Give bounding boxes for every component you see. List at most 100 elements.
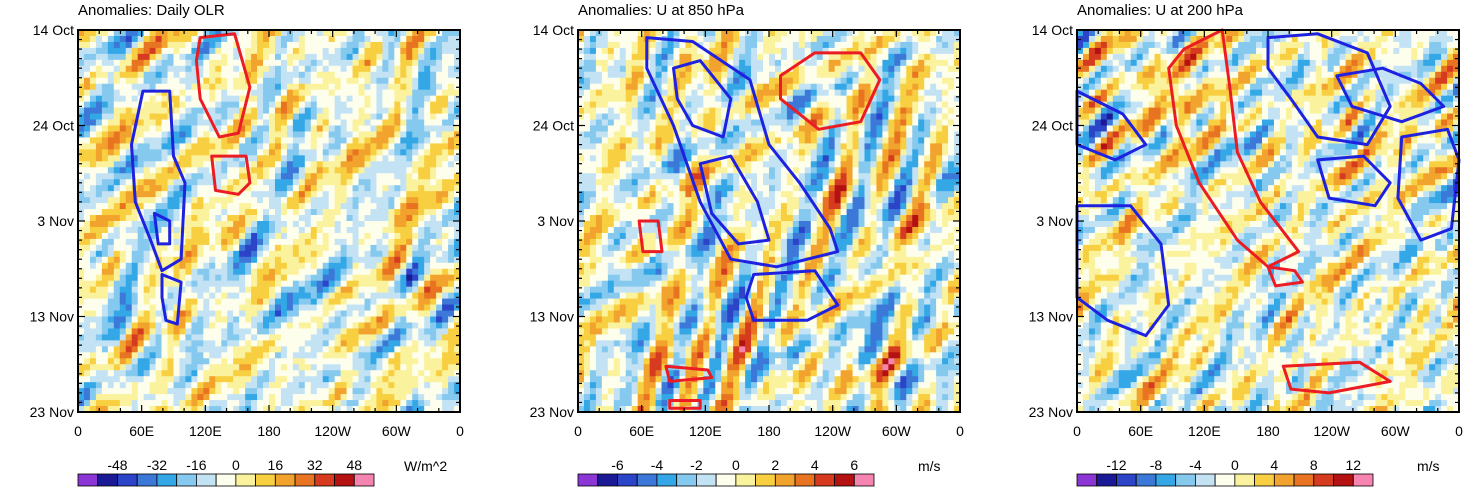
colorbar-swatch — [1155, 473, 1177, 487]
colorbar-label: 4 — [1270, 457, 1278, 473]
x-tick-label: 60W — [1381, 423, 1411, 439]
plot-area: 0 60E 120E 180 120W 60W 0 14 Oct 24 Oct 3 Nov 13 N… — [1029, 22, 1463, 439]
colorbar-swatch — [735, 473, 756, 487]
x-tick-label: 180 — [257, 423, 281, 439]
contour-positive — [210, 154, 252, 196]
x-tick-label: 0 — [74, 423, 82, 439]
colorbar-label: -12 — [1106, 457, 1126, 473]
colorbar-label: 48 — [346, 457, 362, 473]
panel-u850: Anomalies: U at 850 hPa 0 60E 120E 180 120W 6… — [530, 2, 964, 487]
colorbar-swatch — [353, 473, 375, 487]
colorbar-label: 0 — [232, 457, 240, 473]
colorbar-swatch — [1352, 473, 1374, 487]
x-tick-label: 60E — [1128, 423, 1153, 439]
colorbar-swatch — [1254, 473, 1275, 487]
panel-title: Anomalies: U at 850 hPa — [578, 2, 745, 19]
y-tick-label: 23 Nov — [530, 404, 574, 420]
colorbar-label: -6 — [611, 457, 624, 473]
colorbar-label: -48 — [107, 457, 127, 473]
x-tick-label: 60W — [382, 423, 412, 439]
colorbar-swatch — [1175, 473, 1196, 487]
colorbar-label: -32 — [147, 457, 167, 473]
y-tick-label: 24 Oct — [1032, 118, 1073, 134]
contour-positive — [637, 219, 664, 254]
contour-negative — [152, 211, 172, 246]
plot-area: 0 60E 120E 180 120W 60W 0 14 Oct 24 Oct 3 Nov 13 N… — [530, 22, 964, 439]
contour-negative — [744, 269, 840, 322]
contour-negative — [1075, 204, 1171, 338]
colorbar: -12 -8 -4 0 4 8 12 m/s — [1076, 457, 1440, 487]
y-tick-label: 24 Oct — [33, 118, 74, 134]
y-tick-label: 3 Nov — [537, 213, 574, 229]
colorbar-label: -4 — [651, 457, 664, 473]
x-tick-label: 120W — [1313, 423, 1350, 439]
colorbar-swatch — [814, 473, 835, 487]
colorbar-swatch — [255, 473, 276, 487]
colorbar-swatch — [1135, 473, 1157, 487]
colorbar-label: -8 — [1150, 457, 1163, 473]
y-tick-label: 3 Nov — [1036, 213, 1073, 229]
contour-positive — [194, 32, 252, 139]
x-tick-label: 180 — [1256, 423, 1280, 439]
contour-positive — [664, 364, 714, 383]
x-tick-label: 60W — [882, 423, 912, 439]
colorbar-units: m/s — [918, 458, 941, 474]
colorbar-swatch — [176, 473, 197, 487]
colorbar-swatch — [1214, 473, 1236, 487]
anomaly-field — [78, 30, 461, 413]
x-tick-label: 0 — [1073, 423, 1081, 439]
contour-negative — [698, 154, 771, 246]
plot-area: 0 60E 120E 180 120W 60W 0 14 Oct 24 Oct 3 Nov 13 N… — [30, 22, 464, 439]
x-tick-label: 120E — [689, 423, 722, 439]
x-tick-label: 0 — [956, 423, 964, 439]
colorbar-label: 0 — [1231, 457, 1239, 473]
colorbar-swatch — [274, 473, 296, 487]
x-tick-label: 0 — [1455, 423, 1463, 439]
x-tick-label: 60E — [629, 423, 654, 439]
y-tick-label: 23 Nov — [1029, 404, 1073, 420]
colorbar-swatch — [1116, 473, 1137, 487]
contour-negative — [672, 59, 733, 139]
colorbar-label: 4 — [811, 457, 819, 473]
x-tick-label: 120E — [189, 423, 222, 439]
contour-negative — [1316, 154, 1392, 208]
colorbar-label: -4 — [1189, 457, 1202, 473]
colorbar-swatch — [1195, 473, 1216, 487]
colorbar-swatch — [656, 473, 678, 487]
panel-title: Anomalies: Daily OLR — [78, 2, 225, 19]
colorbar-label: -2 — [690, 457, 703, 473]
colorbar-label: 0 — [732, 457, 740, 473]
anomaly-field — [1077, 30, 1460, 413]
x-tick-label: 60E — [129, 423, 154, 439]
colorbar-units: W/m^2 — [404, 458, 447, 474]
colorbar-swatch — [1313, 473, 1334, 487]
colorbar-label: 8 — [1310, 457, 1318, 473]
contour-negative — [1335, 66, 1446, 124]
colorbar-swatch — [97, 473, 118, 487]
anomaly-field — [578, 30, 961, 413]
colorbar-swatch — [755, 473, 776, 487]
colorbar-swatch — [696, 473, 717, 487]
contour-positive — [668, 399, 702, 410]
colorbar-swatch — [715, 473, 737, 487]
colorbar-label: 2 — [771, 457, 779, 473]
colorbar-units: m/s — [1417, 458, 1440, 474]
colorbar-swatch — [136, 473, 158, 487]
colorbar-swatch — [294, 473, 316, 487]
colorbar-swatch — [676, 473, 697, 487]
contour-negative — [160, 273, 183, 326]
colorbar-swatch — [853, 473, 875, 487]
contour-positive — [1167, 28, 1301, 269]
panel-olr: Anomalies: Daily OLR 0 60E 120E 180 120W 60W 0… — [30, 2, 464, 487]
colorbar-swatch — [1333, 473, 1354, 487]
colorbar-label: -16 — [186, 457, 206, 473]
colorbar-swatch — [334, 473, 355, 487]
contour-negative — [1396, 127, 1461, 242]
colorbar-swatch — [617, 473, 638, 487]
contour-negative — [645, 36, 840, 269]
panel-title: Anomalies: U at 200 hPa — [1077, 2, 1244, 19]
colorbar-swatch — [1273, 473, 1295, 487]
panel-u200: Anomalies: U at 200 hPa 0 60E 120E 180 120W 6… — [1029, 2, 1463, 487]
contour-positive — [1266, 265, 1304, 288]
